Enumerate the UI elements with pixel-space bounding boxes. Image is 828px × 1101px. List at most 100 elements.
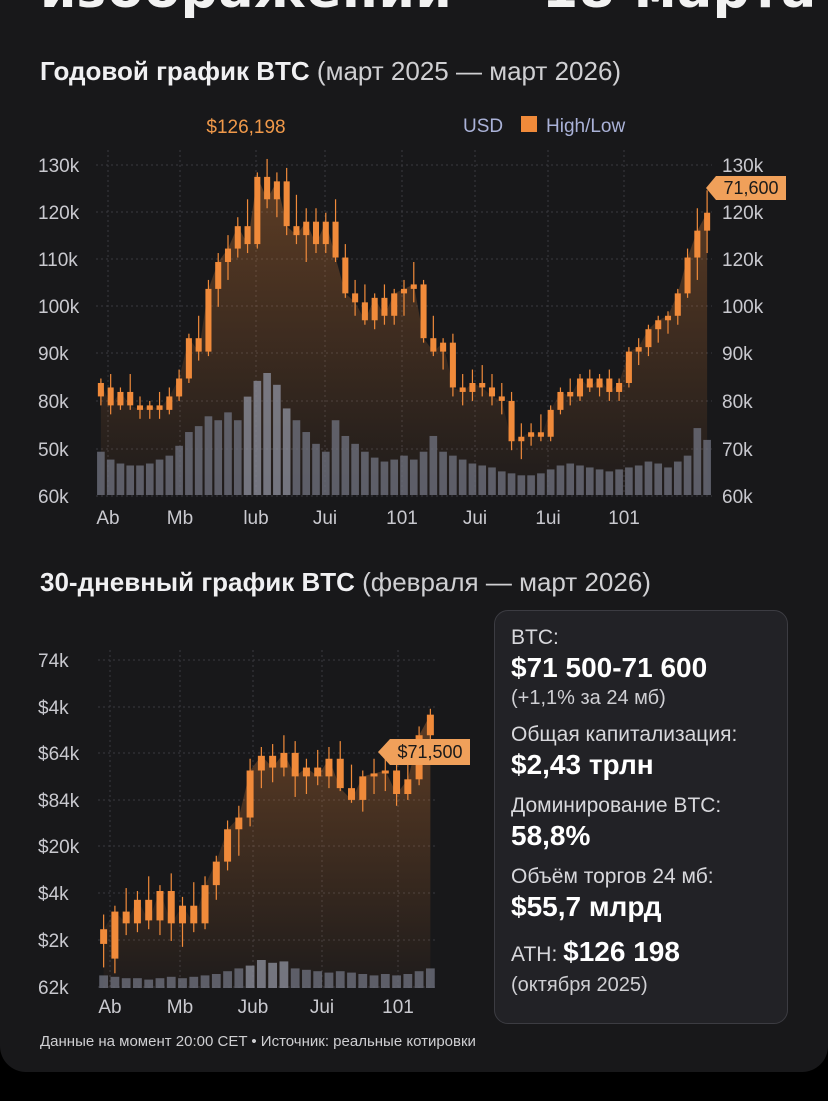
y-tick-label-right: 70k [722,440,753,461]
candle-body [246,770,254,818]
candle-body [528,432,535,437]
x-tick-label: 1ui [535,508,560,529]
volume-bar [634,465,643,495]
candle-body [342,257,349,294]
volume-bar [644,461,653,495]
peak-price-label: $126,198 [206,117,285,138]
ath-value: $126 198 [563,936,680,967]
candle-body [547,409,554,437]
candle-body [212,861,220,886]
candle-body [303,221,310,236]
candle-body [359,776,367,800]
volume-bar [615,469,623,495]
y-tick-label-left: 90k [38,344,69,365]
volume-bar [204,416,213,495]
candle-body [257,755,265,771]
dominance-block: Доминирование BTC: 58,8% [511,793,771,853]
volume-bar [302,969,311,988]
volume-bar [189,976,199,988]
candle-body [645,329,652,348]
volume-bar [290,968,300,988]
price-area [100,176,708,495]
yearly-chart-title: Годовой график BTC (март 2025 — март 202… [40,56,621,87]
volume-bar [351,443,359,495]
candle-body [352,293,359,303]
monthly-chart-title-rest: (февраля — март 2026) [354,567,651,597]
volume-bar [313,971,323,988]
volume-bar [537,473,545,495]
volume-bar [214,420,223,495]
btc-price-value: $71 500-71 600 [511,652,708,683]
candle-body [518,436,525,442]
candle-body [254,176,261,245]
volume-bar [683,455,692,495]
volume-bar [507,473,516,495]
y-tick-label-left: 62k [38,978,69,999]
volume-bar [185,432,193,495]
volume-bar [595,469,604,495]
volume-bar [282,408,291,495]
volume-bar [419,451,428,495]
candle-body [156,405,163,410]
volume-bar [556,465,565,495]
volume-bar [99,975,109,988]
volume-bar [517,475,526,495]
btc-stats-card: BTC: $71 500-71 600 (+1,1% за 24 мб) Общ… [494,610,788,1024]
volume-bar [245,965,255,988]
candle-body [176,378,183,397]
candle-body [606,378,613,392]
candle-body [146,405,153,410]
candle-body [440,342,447,352]
candle-body [371,297,378,321]
candle-body [488,387,496,397]
volume-bar [211,974,221,988]
volume-bar [380,461,389,495]
yearly-chart-title-bold: Годовой график BTC [40,56,310,86]
x-tick-label: Jui [310,997,334,1018]
volume-bar [200,975,210,988]
y-tick-label-right: 80k [722,392,753,413]
volume-bar [144,979,154,988]
volume-bar [458,459,467,495]
candle-body [117,391,124,406]
volume-bar [380,974,390,988]
volume-bar [693,428,702,495]
candle-body [381,770,389,774]
volume-bar [585,467,594,495]
candle-body [508,400,515,442]
candle-body [224,829,232,862]
dominance-label: Доминирование BTC: [511,794,722,817]
x-tick-label: Ab [98,997,121,1018]
volume-bar [292,420,301,495]
volume-bar [121,978,131,988]
volume-bar [116,463,125,495]
volume-bar [403,974,413,988]
candle-body [166,396,173,410]
candle-body [312,221,320,245]
volume-bar [409,459,418,495]
volume-bar [341,435,350,495]
candle-body [291,752,299,777]
y-tick-label-left: $4k [38,698,69,719]
monthly-btc-chart: 74k $4k $64k $84k $20k $4k $2k 62k Ab Mb Jub Jui 101… [38,650,470,1018]
y-tick-label-right: 120k [722,250,764,271]
x-tick-label: Jui [463,508,487,529]
y-tick-label-left: $64k [38,744,80,765]
volume-bar [178,978,187,988]
volume-bar [335,971,345,988]
candle-body [156,891,164,921]
volume-bar [425,968,435,988]
volume-bar [347,972,356,988]
btc-price-label: BTC: [511,626,559,649]
volume-bar [194,426,203,495]
last-price-tag-30d-label: $71,500 [397,742,462,762]
candle-body [215,262,222,289]
candle-body [426,714,434,736]
candle-body [201,885,209,924]
candle-body [469,382,476,392]
candle-body [100,929,108,944]
volume-bar [429,435,438,495]
candle-body [537,432,544,437]
candle-body [325,758,333,777]
y-tick-label-right: 120k [722,203,764,224]
